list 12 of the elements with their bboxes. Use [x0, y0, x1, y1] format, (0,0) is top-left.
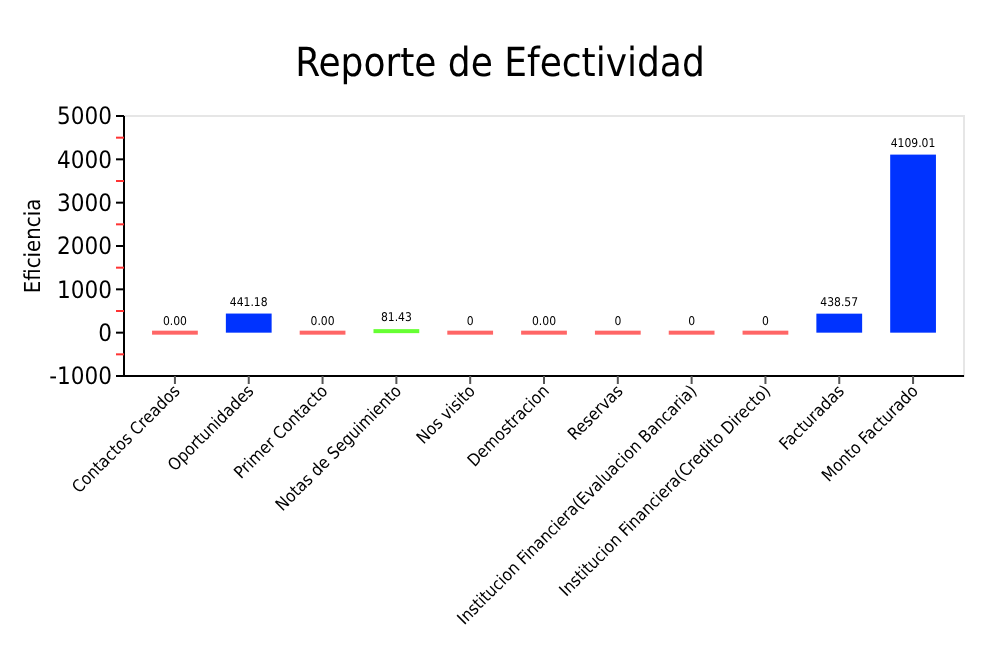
- bar: [816, 313, 863, 333]
- y-tick-label: 4000: [57, 145, 113, 174]
- y-tick-label: -1000: [49, 362, 113, 391]
- y-tick-label: 1000: [57, 275, 113, 304]
- y-tick-label: 0: [98, 319, 113, 348]
- chart-title: Reporte de Efectividad: [295, 38, 705, 86]
- bar: [890, 154, 936, 333]
- bar: [225, 313, 272, 333]
- y-tick-label: 2000: [57, 232, 113, 261]
- y-tick-label: 3000: [57, 189, 113, 218]
- y-axis-title: Eficiencia: [20, 198, 46, 294]
- y-tick-label: 5000: [57, 102, 113, 131]
